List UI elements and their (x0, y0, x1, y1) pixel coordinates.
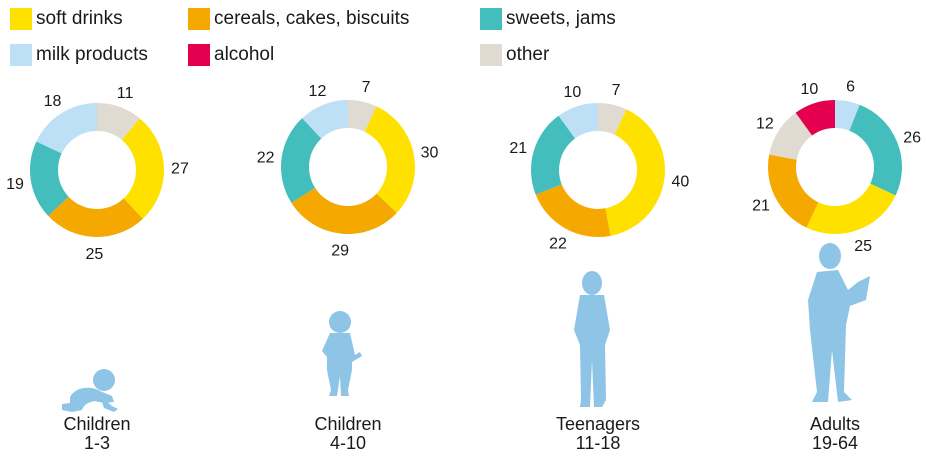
slice-value-label: 7 (362, 79, 371, 96)
group-label: Adults 19-64 (775, 415, 895, 453)
legend-swatch (188, 44, 210, 66)
slice-value-label: 30 (421, 144, 439, 161)
slice-value-label: 40 (671, 173, 689, 190)
donut-3: 7 40 22 21 10 (509, 82, 689, 253)
slice-value-label: 27 (171, 160, 189, 177)
donut-slice (849, 104, 903, 196)
child-standing-figure (322, 311, 362, 396)
legend-item: soft drinks (10, 8, 123, 30)
legend-swatch (188, 8, 210, 30)
donut-slice (348, 100, 377, 132)
group-label: Teenagers 11-18 (538, 415, 658, 453)
donut-slice (558, 103, 598, 139)
teenager-standing-figure (574, 271, 610, 407)
legend-label: milk products (36, 44, 148, 65)
legend-item: other (480, 44, 549, 66)
donut-slice (795, 100, 835, 136)
legend-item: cereals, cakes, biscuits (188, 8, 409, 30)
donut-slice (281, 118, 322, 203)
donut-4: 6 26 25 21 12 10 (752, 78, 921, 255)
slice-value-label: 11 (117, 85, 134, 102)
donut-slice (121, 118, 165, 219)
donut-slice (605, 109, 665, 236)
donut-slice (291, 187, 397, 234)
slice-value-label: 18 (44, 93, 62, 110)
donut-slice (768, 154, 819, 228)
group-label-line1: Adults (809, 414, 861, 434)
slice-value-label: 6 (846, 78, 855, 95)
slice-value-label: 22 (257, 150, 275, 167)
donut-slice (835, 100, 860, 131)
slice-value-label: 10 (800, 81, 818, 98)
group-label-line2: 1-3 (83, 433, 110, 453)
legend-item: alcohol (188, 44, 274, 66)
donut-slice (806, 183, 896, 234)
group-label-line1: Teenagers (555, 414, 641, 434)
donut-slice (30, 141, 69, 216)
group-label-line1: Children (63, 414, 131, 434)
legend-swatch (10, 44, 32, 66)
slice-value-label: 19 (6, 176, 24, 193)
donut-2: 7 30 29 22 12 (257, 79, 439, 260)
legend-label: alcohol (214, 44, 275, 65)
slice-value-label: 29 (331, 243, 349, 260)
legend-label: other (506, 44, 550, 65)
donut-slice (364, 106, 415, 213)
donut-slice (598, 103, 627, 135)
legend-swatch (480, 44, 502, 66)
slice-value-label: 7 (612, 82, 621, 99)
donut-slice (48, 196, 143, 237)
legend-label: soft drinks (36, 8, 123, 29)
slice-value-label: 12 (309, 83, 327, 100)
slice-value-label: 22 (549, 236, 567, 253)
legend-label: sweets, jams (506, 8, 616, 29)
group-label-line2: 4-10 (329, 433, 367, 453)
slice-value-label: 26 (903, 129, 921, 146)
legend-item: milk products (10, 44, 148, 66)
group-label: Children 1-3 (37, 415, 157, 453)
donut-slice (769, 112, 813, 160)
legend-item: sweets, jams (480, 8, 616, 30)
adult-reading-figure (808, 243, 870, 402)
slice-value-label: 21 (509, 140, 527, 157)
group-label-line1: Children (314, 414, 382, 434)
slice-value-label: 21 (752, 198, 770, 215)
legend-swatch (480, 8, 502, 30)
group-label-line2: 11-18 (575, 433, 621, 453)
legend-swatch (10, 8, 32, 30)
slice-value-label: 25 (854, 238, 872, 255)
donut-slice (36, 103, 97, 154)
baby-crawling-figure (62, 369, 118, 412)
group-label: Children 4-10 (288, 415, 408, 453)
donut-1: 11 27 25 19 18 (6, 85, 189, 263)
legend-label: cereals, cakes, biscuits (214, 8, 410, 29)
donut-slice (97, 103, 140, 140)
slice-value-label: 10 (563, 84, 581, 101)
donut-slice (535, 184, 611, 237)
slice-value-label: 25 (85, 246, 103, 263)
donut-slice (531, 115, 576, 195)
slice-value-label: 12 (756, 116, 774, 133)
group-label-line2: 19-64 (811, 433, 859, 453)
donut-slice (302, 100, 348, 139)
